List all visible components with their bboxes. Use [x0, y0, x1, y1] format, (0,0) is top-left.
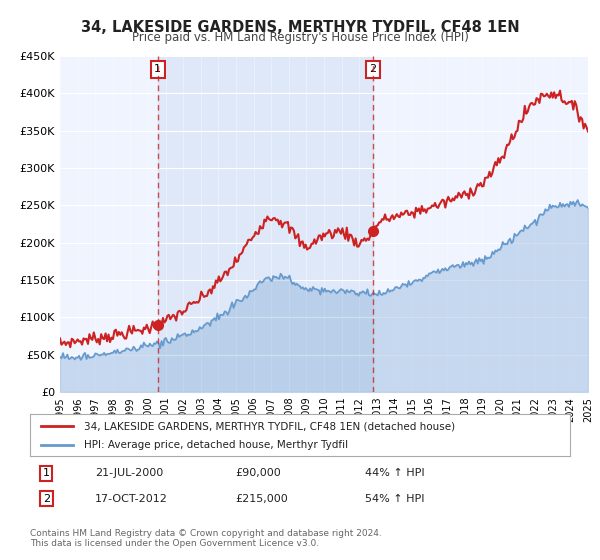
Text: 34, LAKESIDE GARDENS, MERTHYR TYDFIL, CF48 1EN (detached house): 34, LAKESIDE GARDENS, MERTHYR TYDFIL, CF…: [84, 421, 455, 431]
Text: 1: 1: [43, 468, 50, 478]
Text: 2: 2: [370, 64, 377, 74]
Text: 1: 1: [154, 64, 161, 74]
Text: £90,000: £90,000: [235, 468, 281, 478]
Text: £215,000: £215,000: [235, 493, 288, 503]
Bar: [158, 56, 373, 392]
Text: 21-JUL-2000: 21-JUL-2000: [95, 468, 163, 478]
Text: 54% ↑ HPI: 54% ↑ HPI: [365, 493, 424, 503]
Text: 2: 2: [43, 493, 50, 503]
Text: Price paid vs. HM Land Registry's House Price Index (HPI): Price paid vs. HM Land Registry's House …: [131, 31, 469, 44]
Text: 17-OCT-2012: 17-OCT-2012: [95, 493, 167, 503]
Text: 34, LAKESIDE GARDENS, MERTHYR TYDFIL, CF48 1EN: 34, LAKESIDE GARDENS, MERTHYR TYDFIL, CF…: [80, 20, 520, 35]
Text: This data is licensed under the Open Government Licence v3.0.: This data is licensed under the Open Gov…: [30, 539, 319, 548]
Text: Contains HM Land Registry data © Crown copyright and database right 2024.: Contains HM Land Registry data © Crown c…: [30, 529, 382, 538]
Text: 44% ↑ HPI: 44% ↑ HPI: [365, 468, 424, 478]
Text: HPI: Average price, detached house, Merthyr Tydfil: HPI: Average price, detached house, Mert…: [84, 440, 348, 450]
